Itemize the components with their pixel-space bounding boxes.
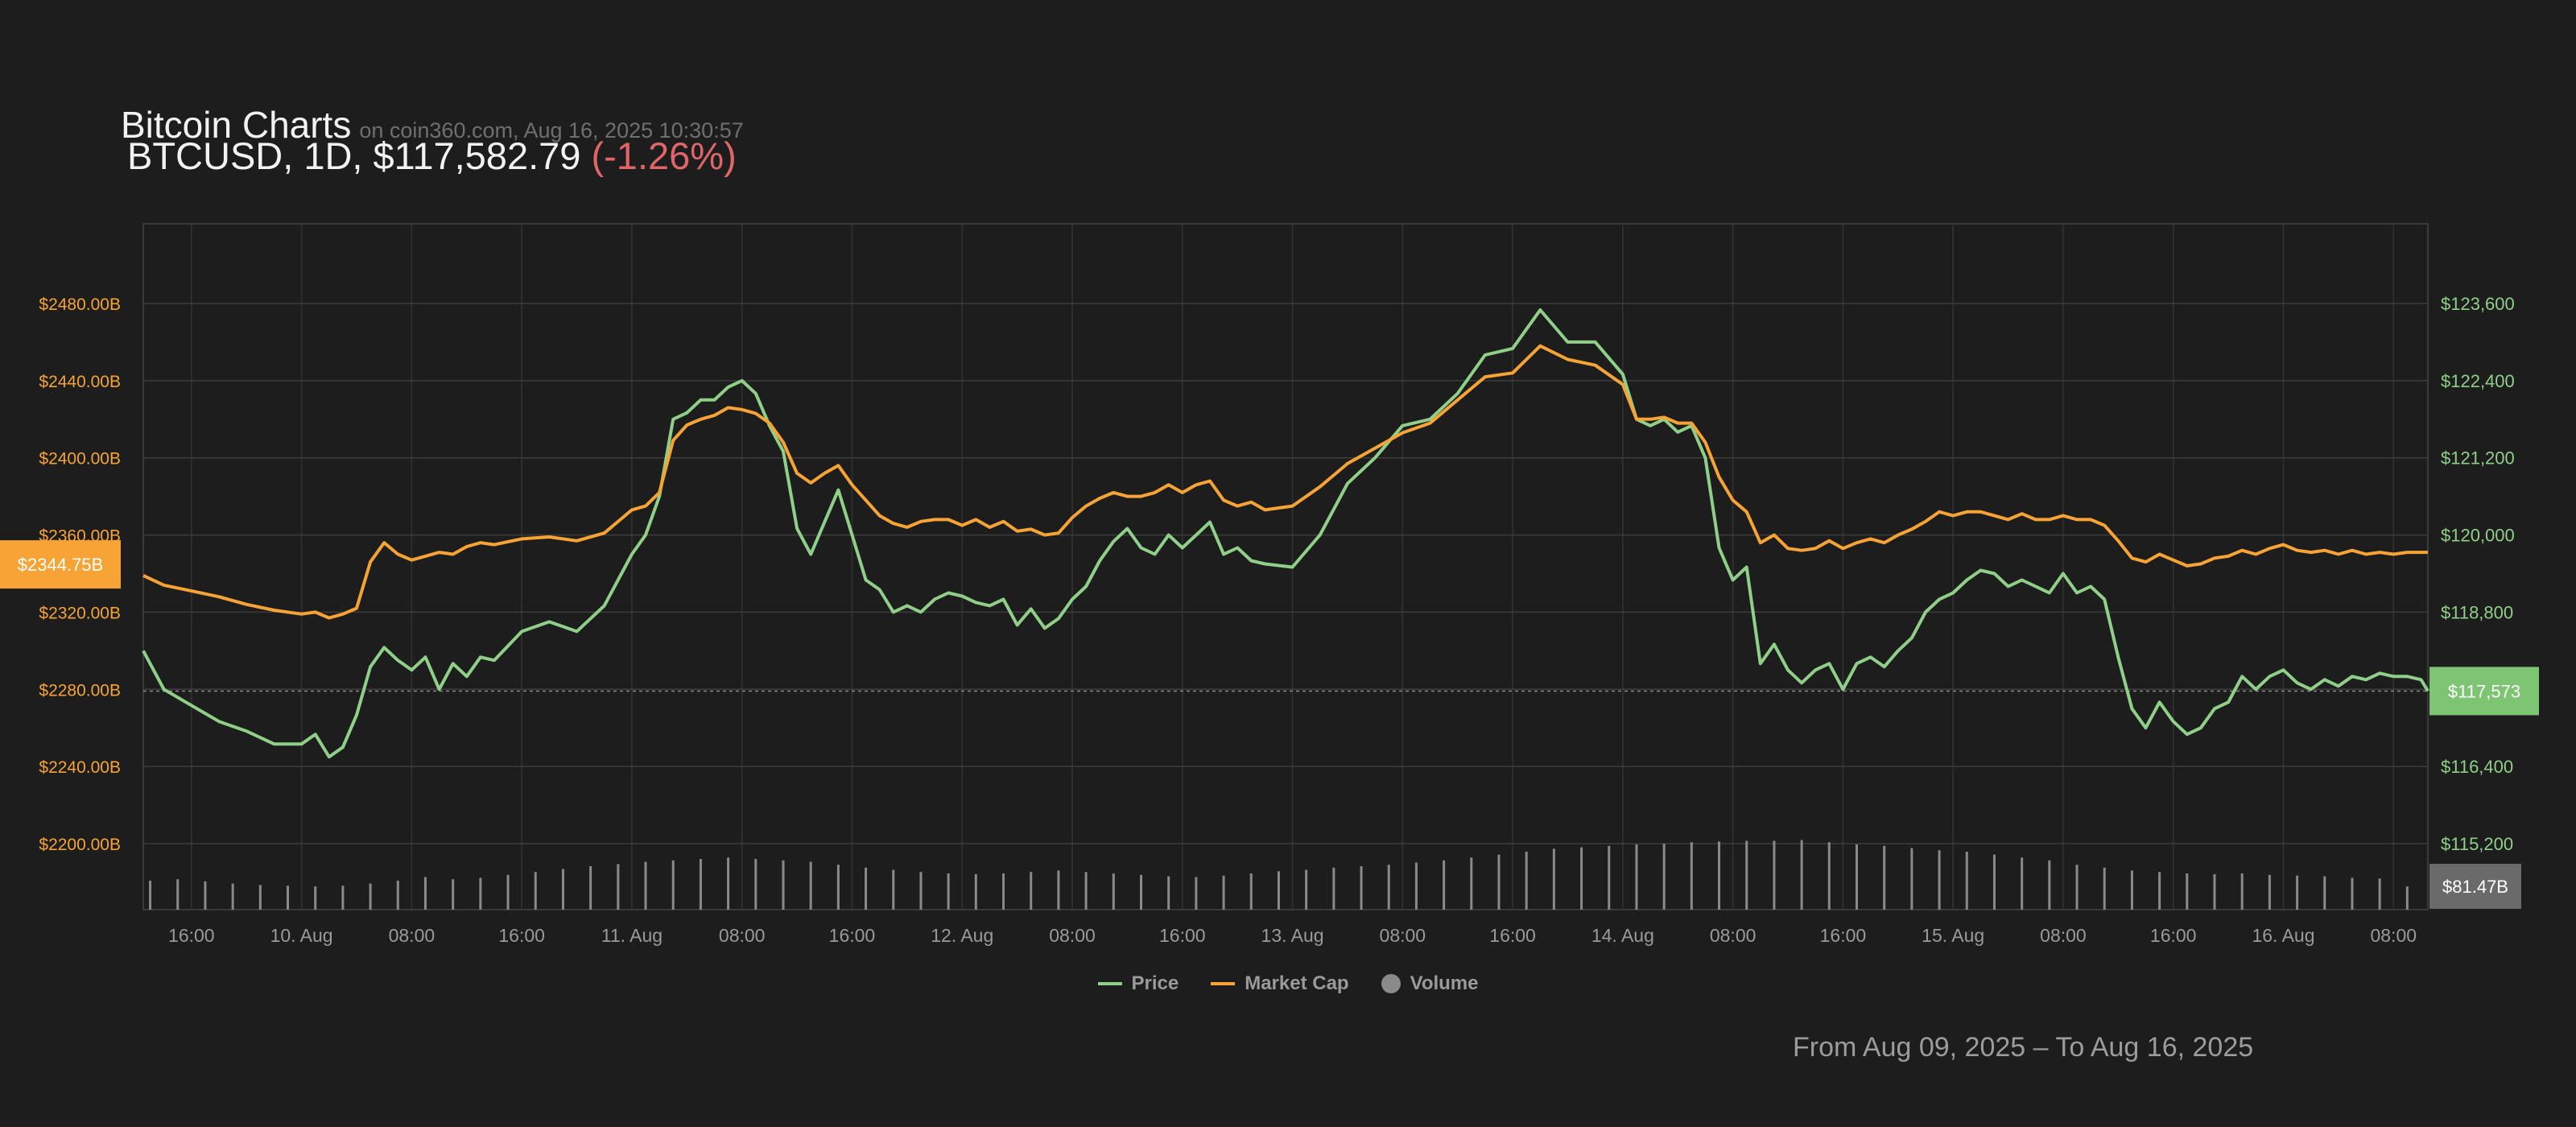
right-tick-label: $122,400 — [2441, 371, 2515, 391]
right-tick-label: $118,800 — [2441, 602, 2513, 622]
x-tick-label: 16:00 — [168, 925, 215, 946]
left-tick-label: $2440.00B — [39, 373, 121, 391]
x-tick-label: 14. Aug — [1591, 925, 1654, 946]
price-line — [142, 308, 2429, 759]
market-cap-badge-label: $2344.75B — [18, 555, 103, 575]
legend-swatch — [1097, 982, 1122, 985]
legend-item-volume[interactable]: Volume — [1381, 972, 1479, 995]
price-badge — [2429, 667, 2539, 716]
chart-subtitle: BTCUSD, 1D, $117,582.79 (-1.26%) — [127, 134, 737, 178]
x-tick-label: 10. Aug — [270, 925, 333, 946]
market-cap-line — [142, 344, 2428, 620]
legend-label: Market Cap — [1245, 972, 1349, 994]
legend-item-price[interactable]: Price — [1097, 972, 1179, 995]
x-tick-label: 08:00 — [1049, 925, 1096, 946]
legend-label: Volume — [1410, 972, 1479, 994]
pair-info: BTCUSD, 1D, $117,582.79 — [127, 134, 581, 177]
right-tick-label: $121,200 — [2441, 448, 2515, 469]
left-tick-label: $2240.00B — [39, 758, 121, 777]
volume-badge — [2429, 864, 2521, 909]
x-tick-label: 08:00 — [2370, 925, 2417, 946]
chart-legend: Price Market Cap Volume — [0, 972, 2576, 995]
x-tick-label: 16:00 — [2150, 925, 2197, 946]
left-tick-label: $2400.00B — [39, 450, 121, 469]
chart-title: Bitcoin Charts — [121, 104, 352, 146]
price-change: (-1.26%) — [591, 134, 737, 177]
right-tick-label: $115,200 — [2441, 834, 2513, 854]
x-tick-label: 08:00 — [2040, 925, 2087, 946]
x-tick-label: 08:00 — [389, 925, 436, 946]
left-tick-label: $2320.00B — [39, 604, 121, 622]
right-tick-label: $123,600 — [2441, 294, 2515, 314]
market-cap-badge — [0, 540, 121, 589]
chart-source: on coin360.com, Aug 16, 2025 10:30:57 — [359, 118, 744, 142]
date-range: From Aug 09, 2025 – To Aug 16, 2025 — [1793, 1032, 2254, 1063]
x-tick-label: 16. Aug — [2252, 925, 2314, 946]
legend-swatch — [1381, 974, 1401, 993]
right-tick-label: $116,400 — [2441, 757, 2513, 777]
plot-frame — [142, 223, 2429, 910]
x-tick-label: 08:00 — [719, 925, 766, 946]
price-badge-label: $117,573 — [2448, 681, 2520, 701]
x-tick-label: 11. Aug — [601, 925, 663, 946]
left-tick-label: $2480.00B — [39, 295, 121, 314]
x-tick-label: 08:00 — [1710, 925, 1757, 946]
volume-badge-label: $81.47B — [2442, 877, 2508, 897]
x-tick-label: 08:00 — [1380, 925, 1426, 946]
legend-swatch — [1211, 982, 1236, 985]
x-tick-label: 16:00 — [498, 925, 545, 946]
x-tick-label: 12. Aug — [931, 925, 993, 946]
x-tick-label: 13. Aug — [1261, 925, 1324, 946]
legend-item-market-cap[interactable]: Market Cap — [1211, 972, 1349, 995]
x-tick-label: 16:00 — [1159, 925, 1206, 946]
left-tick-label: $2280.00B — [39, 681, 121, 700]
x-tick-label: 16:00 — [1489, 925, 1536, 946]
x-tick-label: 16:00 — [829, 925, 876, 946]
left-tick-label: $2200.00B — [39, 836, 121, 854]
title-line: Bitcoin Charts on coin360.com, Aug 16, 20… — [121, 103, 744, 147]
x-tick-label: 15. Aug — [1922, 925, 1984, 946]
right-tick-label: $120,000 — [2441, 526, 2515, 546]
chart-header: Bitcoin Charts on coin360.com, Aug 16, 20… — [121, 103, 744, 147]
legend-label: Price — [1131, 972, 1179, 994]
x-tick-label: 16:00 — [1820, 925, 1867, 946]
